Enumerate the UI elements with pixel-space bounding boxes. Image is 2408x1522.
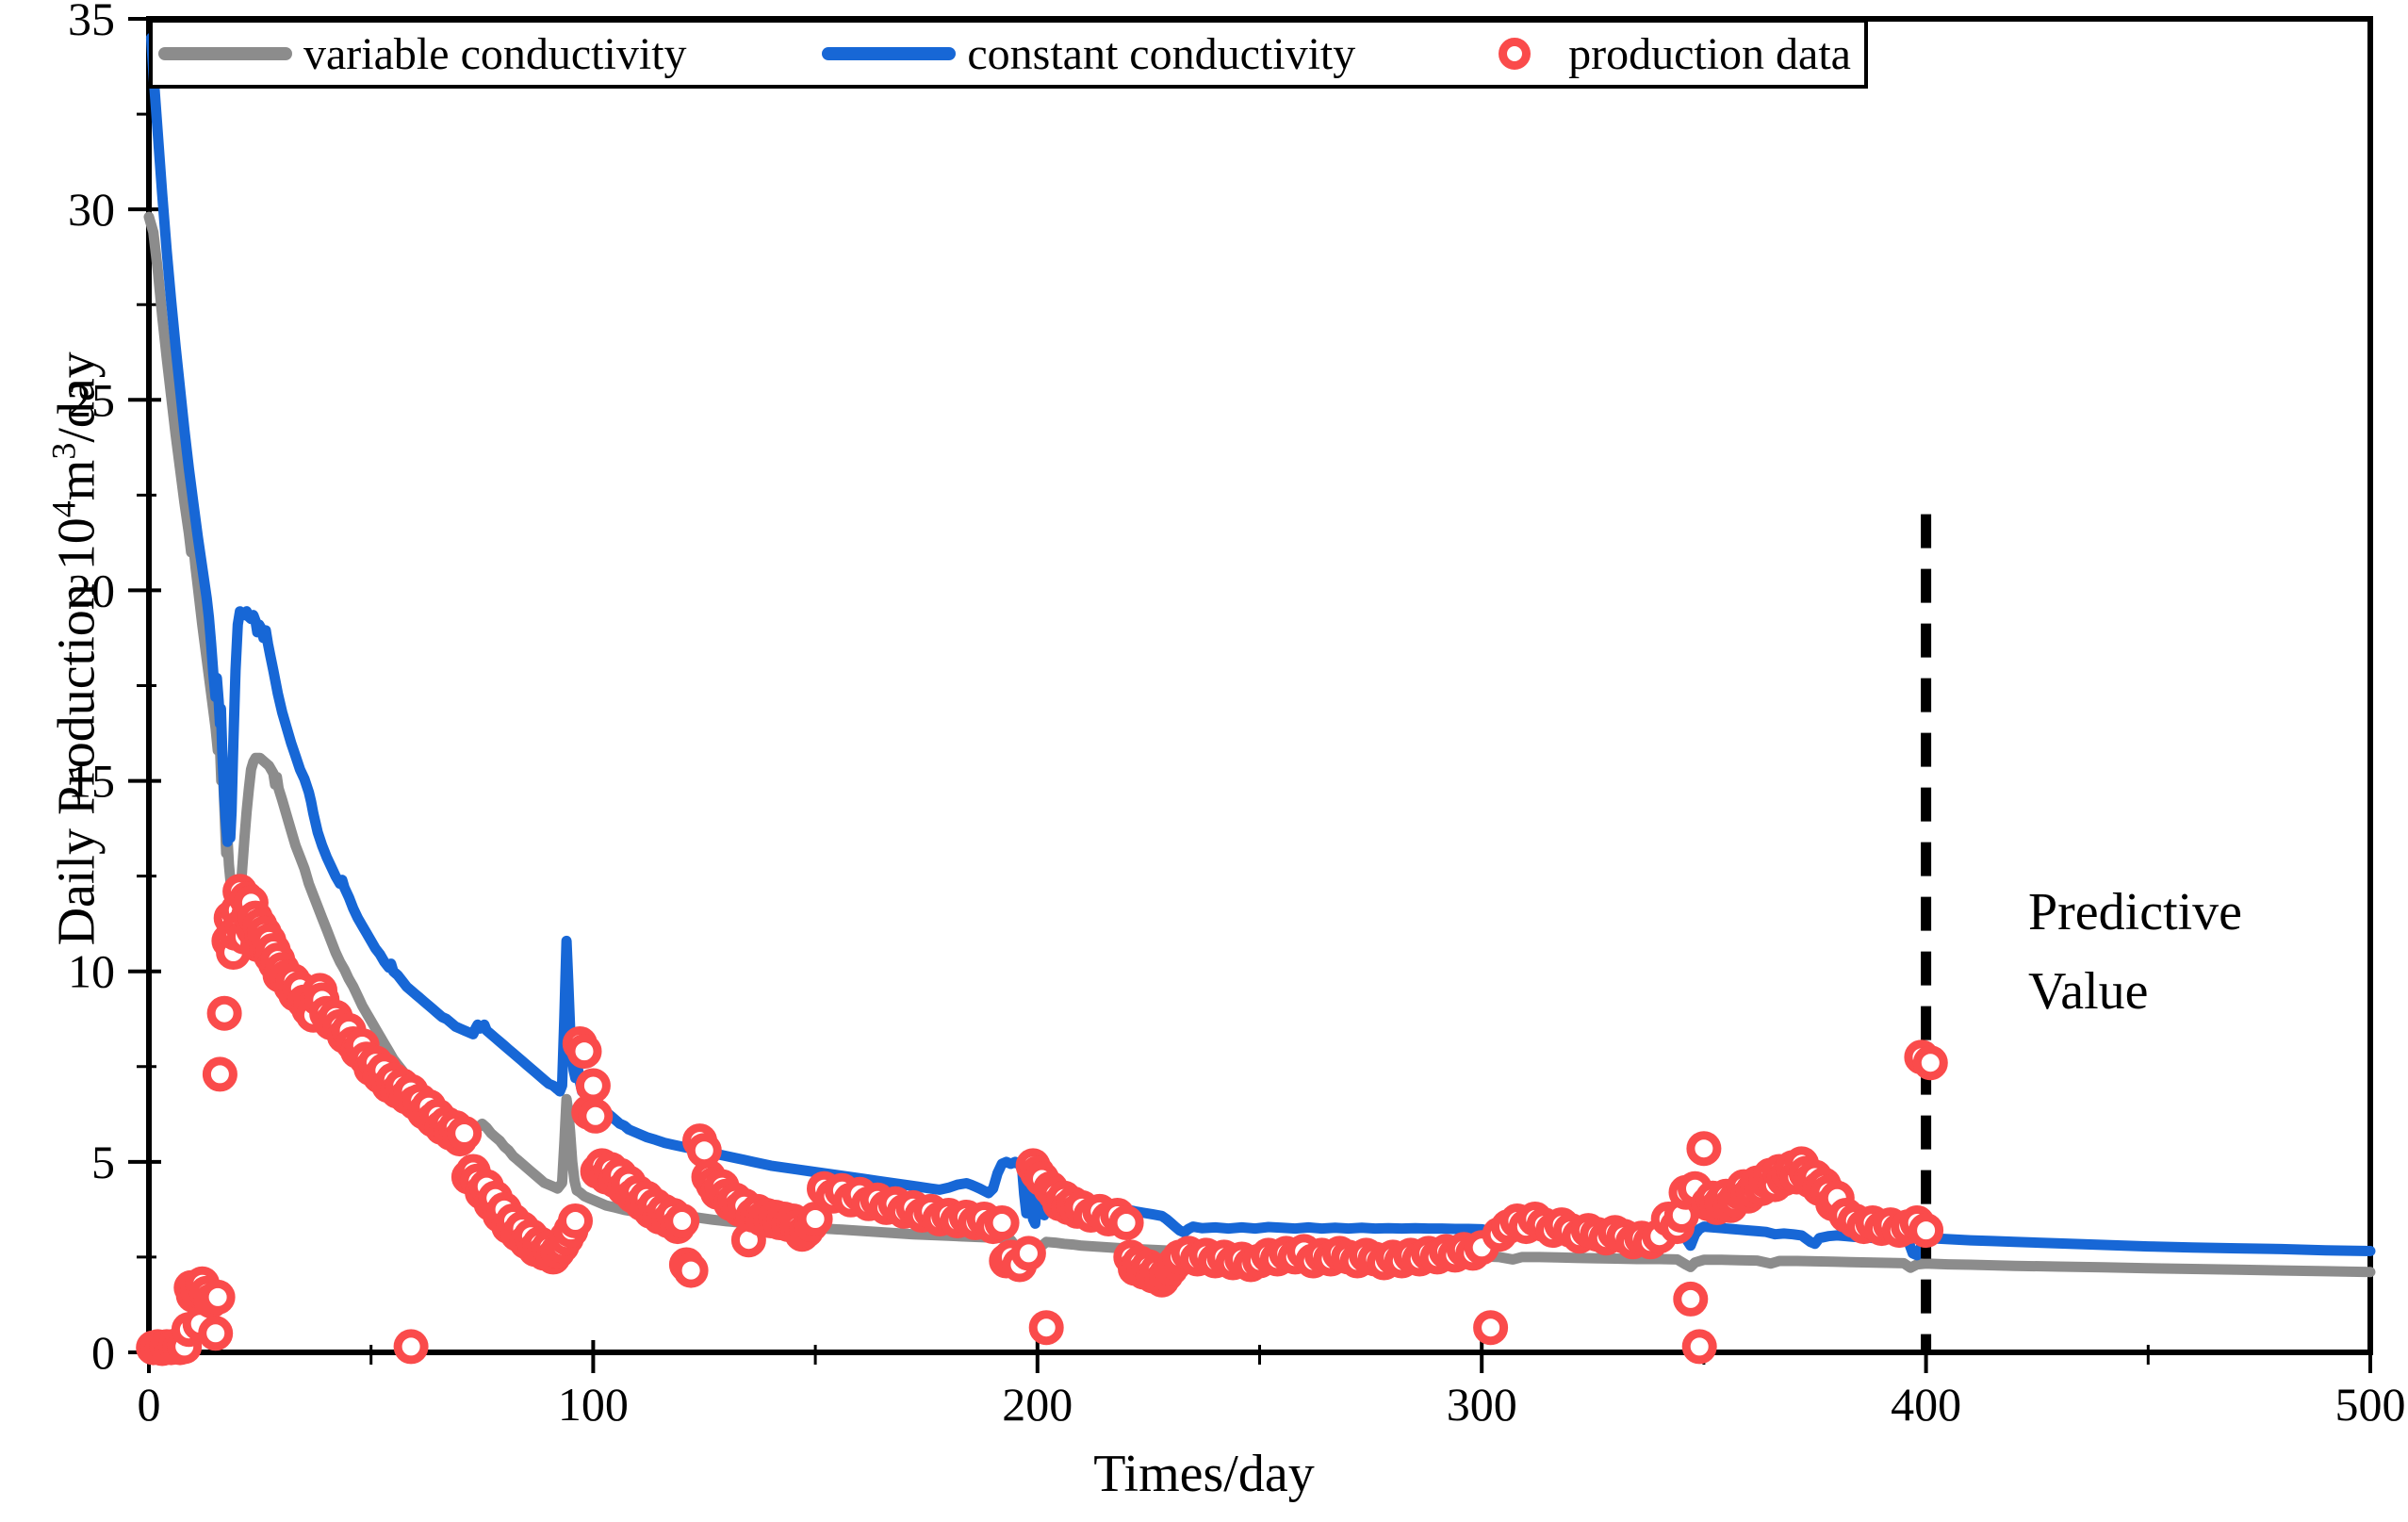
x-tick-label: 300 [1447, 1378, 1517, 1431]
x-axis-title: Times/day [1093, 1445, 1315, 1503]
open-circle-marker-icon [1499, 38, 1532, 70]
production-data-point [984, 1205, 1020, 1240]
predictive-value-annotation: Predictive Value [2028, 873, 2242, 1031]
legend-label: variable conductivity [303, 28, 687, 79]
annotation-line: Predictive [2028, 883, 2243, 941]
x-tick-label: 0 [138, 1378, 161, 1431]
production-data-point [558, 1203, 593, 1238]
production-data-point [1681, 1329, 1717, 1365]
y-axis-title-sup: 4 [44, 500, 83, 518]
production-data-point [202, 1056, 238, 1092]
y-tick-label: 30 [68, 183, 115, 236]
production-data-point [1908, 1213, 1944, 1249]
x-tick-label: 100 [558, 1378, 629, 1431]
production-data-point [1673, 1281, 1709, 1317]
legend-item-constant-conductivity: constant conductivity [822, 28, 1355, 80]
y-tick-label: 5 [91, 1136, 115, 1188]
y-axis-title-sup: 3 [44, 442, 83, 460]
legend-item-production-data: production data [1491, 28, 1851, 80]
production-data-point [686, 1133, 722, 1169]
legend-item-variable-conductivity: variable conductivity [158, 28, 687, 80]
y-tick-label: 20 [68, 564, 115, 616]
legend-label: constant conductivity [967, 28, 1356, 79]
y-tick-label: 0 [91, 1326, 115, 1379]
y-tick-label: 10 [68, 945, 115, 998]
y-tick-label: 15 [68, 755, 115, 808]
constant-conductivity-line [145, 32, 2376, 1261]
production-data-point [447, 1116, 483, 1151]
annotation-line: Value [2028, 962, 2149, 1021]
production-data-point [1108, 1205, 1144, 1240]
plot-frame [146, 16, 2373, 1355]
y-axis-ticks: 0 5 10 15 20 25 30 35 [68, 0, 161, 1379]
y-axis-title-text: m [47, 459, 106, 501]
x-tick-label: 200 [1002, 1378, 1073, 1431]
blue-line-sample-icon [822, 47, 957, 60]
production-data-point [673, 1252, 709, 1288]
y-tick-label: 25 [68, 373, 115, 426]
x-tick-label: 400 [1891, 1378, 1961, 1431]
production-data-point [566, 1034, 602, 1070]
y-axis-title-text: Daily Production 10 [47, 517, 106, 946]
production-data-point [797, 1202, 833, 1236]
y-axis-title: Daily Production 104m3/day [44, 224, 107, 1072]
production-data-point [198, 1316, 234, 1351]
x-tick-label: 500 [2335, 1378, 2406, 1431]
production-data-point [664, 1203, 700, 1238]
gray-line-sample-icon [158, 47, 292, 60]
y-axis-title-text: /day [47, 352, 106, 443]
production-data-point [1473, 1310, 1509, 1346]
y-tick-label: 35 [68, 0, 115, 45]
production-data-point [1912, 1045, 1948, 1081]
production-data-point [200, 1279, 236, 1315]
production-data-point [1028, 1310, 1064, 1346]
legend: variable conductivity constant conductiv… [149, 19, 1868, 89]
legend-label: production data [1568, 28, 1851, 79]
production-data-point [206, 995, 242, 1031]
production-data-points [136, 874, 1948, 1367]
x-axis-ticks: 0 100 200 300 400 500 [138, 1340, 2406, 1431]
production-data-point [1686, 1131, 1722, 1167]
production-data-point [575, 1068, 611, 1104]
production-data-point [578, 1098, 614, 1134]
variable-conductivity-line [143, 211, 2376, 1278]
production-data-point [393, 1329, 429, 1365]
production-data-point [1010, 1236, 1046, 1271]
